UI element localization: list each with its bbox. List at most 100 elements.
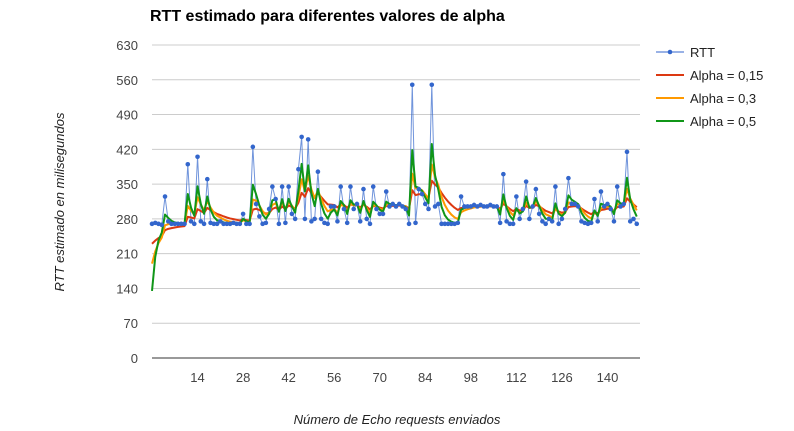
rtt-point bbox=[396, 201, 402, 207]
y-tick-label: 280 bbox=[116, 212, 138, 227]
rtt-point bbox=[462, 204, 467, 209]
y-tick-label: 210 bbox=[116, 247, 138, 262]
rtt-point bbox=[523, 179, 529, 184]
rtt-point bbox=[588, 220, 594, 226]
rtt-point bbox=[182, 221, 187, 227]
rtt-point bbox=[406, 221, 412, 227]
rtt-point bbox=[364, 216, 370, 222]
rtt-point bbox=[520, 206, 526, 212]
y-tick-label: 490 bbox=[116, 108, 138, 123]
rtt-point bbox=[422, 201, 428, 207]
rtt-point bbox=[387, 204, 392, 209]
rtt-point bbox=[445, 221, 451, 227]
rtt-point bbox=[312, 216, 317, 222]
rtt-point bbox=[624, 149, 630, 155]
rtt-point bbox=[159, 222, 165, 228]
rtt-point bbox=[165, 219, 171, 224]
x-tick-label: 14 bbox=[190, 370, 204, 385]
rtt-point bbox=[517, 216, 522, 222]
rtt-point bbox=[507, 221, 513, 227]
rtt-point bbox=[286, 184, 291, 189]
grid bbox=[152, 44, 640, 359]
rtt-point bbox=[611, 219, 617, 224]
rtt-point bbox=[344, 220, 350, 226]
rtt-point bbox=[592, 196, 597, 202]
y-tick-label: 420 bbox=[116, 142, 138, 157]
rtt-point bbox=[416, 186, 422, 192]
y-tick-label: 140 bbox=[116, 281, 138, 296]
rtt-point bbox=[302, 216, 308, 222]
rtt-points bbox=[149, 82, 640, 228]
rtt-point bbox=[276, 221, 282, 227]
rtt-point bbox=[380, 211, 386, 217]
rtt-point bbox=[403, 206, 409, 212]
rtt-point bbox=[614, 184, 620, 189]
rtt-point bbox=[335, 219, 340, 224]
rtt-point bbox=[348, 184, 353, 189]
legend-label-rtt: RTT bbox=[690, 45, 715, 60]
x-tick-labels: 14 28 42 56 70 84 98 112 126 140 bbox=[190, 370, 618, 385]
rtt-point bbox=[309, 219, 314, 224]
rtt-point bbox=[270, 184, 275, 189]
legend[interactable]: RTT Alpha = 0,15 Alpha = 0,3 Alpha = 0,5 bbox=[656, 45, 763, 129]
legend-label-alpha-0-3: Alpha = 0,3 bbox=[690, 91, 756, 106]
rtt-point bbox=[325, 221, 330, 227]
rtt-point bbox=[185, 161, 191, 167]
rtt-point bbox=[546, 216, 552, 222]
rtt-point bbox=[292, 216, 298, 222]
x-tick-label: 98 bbox=[464, 370, 478, 385]
rtt-point bbox=[562, 206, 568, 212]
rtt-point bbox=[419, 191, 425, 197]
rtt-point bbox=[413, 220, 418, 226]
rtt-point bbox=[553, 184, 558, 189]
y-tick-label: 70 bbox=[124, 316, 138, 331]
rtt-point bbox=[175, 221, 181, 227]
rtt-point bbox=[169, 221, 174, 227]
rtt-point bbox=[601, 204, 607, 209]
series-lines bbox=[151, 84, 638, 292]
chart-title: RTT estimado para diferentes valores de … bbox=[150, 8, 505, 25]
rtt-point bbox=[530, 204, 535, 209]
rtt-point bbox=[501, 171, 506, 177]
rtt-point bbox=[559, 216, 565, 222]
rtt-point bbox=[494, 204, 500, 209]
legend-label-alpha-0-5: Alpha = 0,5 bbox=[690, 114, 756, 129]
rtt-point bbox=[172, 221, 178, 227]
rtt-point bbox=[556, 221, 561, 227]
rtt-point bbox=[244, 221, 249, 227]
rtt-point bbox=[370, 184, 376, 189]
legend-label-alpha-0-15: Alpha = 0,15 bbox=[690, 68, 763, 83]
rtt-point bbox=[279, 184, 285, 189]
rtt-point bbox=[536, 211, 542, 217]
rtt-point bbox=[351, 206, 357, 212]
rtt-point bbox=[608, 206, 614, 212]
y-tick-label: 630 bbox=[116, 38, 138, 53]
legend-marker-rtt bbox=[667, 49, 673, 55]
x-tick-label: 126 bbox=[551, 370, 573, 385]
rtt-point bbox=[627, 219, 633, 224]
rtt-point bbox=[510, 221, 516, 227]
rtt-point bbox=[188, 219, 194, 224]
rtt-point bbox=[458, 194, 464, 199]
rtt-point bbox=[205, 176, 210, 182]
rtt-point bbox=[409, 82, 415, 88]
rtt-point bbox=[273, 196, 278, 202]
rtt-point bbox=[435, 201, 441, 207]
rtt-point bbox=[250, 144, 256, 150]
rtt-point bbox=[549, 219, 555, 224]
y-tick-labels: 0 70 140 210 280 350 420 490 560 630 bbox=[116, 38, 138, 366]
rtt-point bbox=[605, 201, 610, 207]
rtt-point bbox=[266, 206, 272, 212]
rtt-point bbox=[455, 220, 461, 226]
rtt-point bbox=[214, 221, 220, 227]
rtt-point bbox=[211, 221, 217, 227]
rtt-point bbox=[514, 194, 519, 199]
rtt-point bbox=[572, 201, 578, 207]
series-line-alpha-0-15 bbox=[151, 179, 638, 245]
y-tick-label: 350 bbox=[116, 177, 138, 192]
rtt-point bbox=[341, 206, 347, 212]
rtt-point bbox=[253, 201, 259, 207]
y-tick-label: 560 bbox=[116, 73, 138, 88]
rtt-point bbox=[439, 221, 444, 227]
